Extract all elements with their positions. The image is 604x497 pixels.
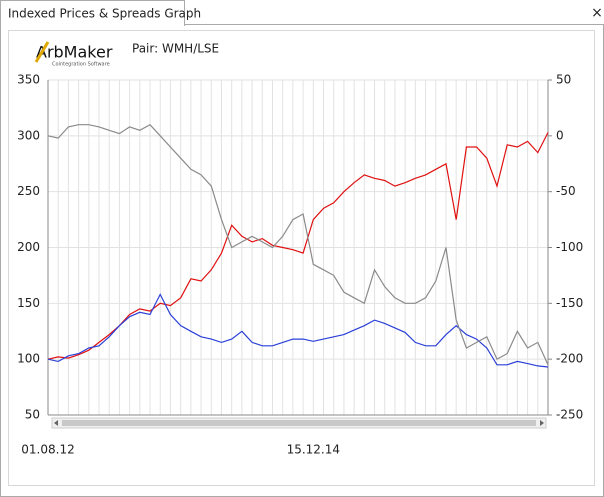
scroll-thumb[interactable]: [62, 420, 536, 426]
y2-tick-label: 0: [556, 128, 564, 142]
tab-title: Indexed Prices & Spreads Graph: [8, 7, 201, 21]
y2-tick-label: -200: [556, 352, 583, 366]
y-tick-label: 250: [17, 184, 40, 198]
chart-frame: [8, 30, 595, 486]
tab-join: [1, 24, 184, 26]
y-tick-label: 150: [17, 296, 40, 310]
y-tick-label: 100: [17, 352, 40, 366]
y2-tick-label: 50: [556, 73, 571, 87]
series-line: [47, 293, 549, 368]
y2-tick-label: -100: [556, 240, 583, 254]
logo: ArbMaker: [36, 43, 113, 62]
pair-label: Pair: WMH/LSE: [132, 42, 219, 56]
y-tick-label: 200: [17, 240, 40, 254]
y-tick-label: 300: [17, 128, 40, 142]
y2-tick-label: -50: [556, 184, 576, 198]
y2-tick-label: -250: [556, 408, 583, 422]
y-tick-label: 350: [17, 73, 40, 87]
series-line: [47, 123, 549, 366]
y2-tick-label: -150: [556, 296, 583, 310]
x-tick-label: 01.08.12: [21, 443, 74, 457]
x-tick-label: 15.12.14: [287, 443, 340, 457]
series-line: [47, 132, 549, 360]
tab[interactable]: [0, 0, 185, 26]
close-button[interactable]: ×: [591, 5, 603, 21]
logo-tagline: Cointegration Software: [52, 62, 110, 68]
y-tick-label: 50: [25, 408, 40, 422]
logo-mark: [34, 41, 50, 63]
